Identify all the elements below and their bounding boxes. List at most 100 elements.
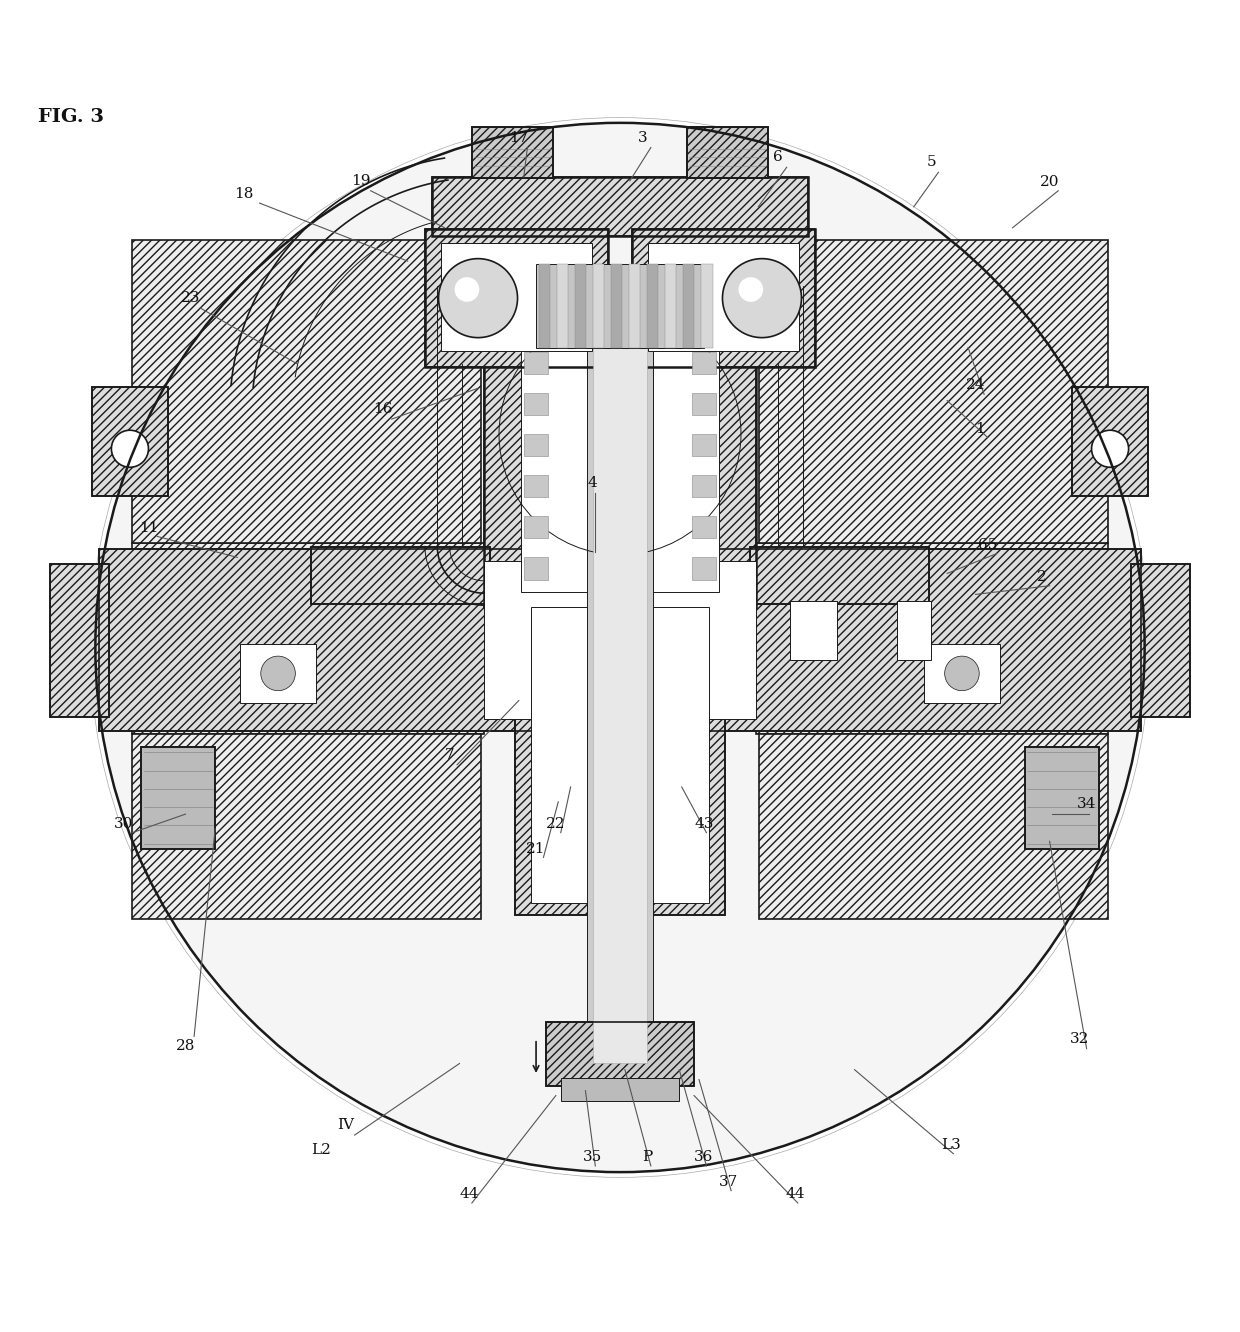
Bar (523, 476, 548, 497)
Bar (632, 229, 815, 368)
Text: L2: L2 (311, 1143, 331, 1158)
Bar (92, 388, 169, 496)
Text: 21: 21 (526, 842, 546, 855)
Bar (50, 563, 109, 717)
Text: 6: 6 (773, 151, 782, 164)
Text: 4: 4 (588, 477, 598, 490)
Bar (133, 734, 481, 919)
Text: L3: L3 (941, 1138, 961, 1152)
Bar (1025, 747, 1099, 848)
Bar (647, 264, 658, 348)
Text: P: P (642, 1151, 652, 1164)
Bar (759, 240, 1107, 542)
Text: 5: 5 (926, 156, 936, 169)
Bar (632, 229, 815, 368)
Text: 23: 23 (181, 292, 200, 305)
Text: 65: 65 (978, 538, 997, 551)
Text: 43: 43 (694, 817, 714, 831)
Bar (50, 563, 109, 717)
Bar (692, 476, 717, 497)
Text: 34: 34 (1076, 798, 1096, 811)
Bar (1131, 563, 1190, 717)
Circle shape (723, 258, 801, 337)
Circle shape (739, 277, 763, 302)
Bar (702, 264, 713, 348)
Bar (557, 264, 568, 348)
Bar (515, 594, 725, 915)
Bar (433, 177, 807, 236)
Bar (523, 352, 548, 374)
Bar (425, 229, 608, 368)
Text: 36: 36 (694, 1151, 714, 1164)
Bar (133, 240, 481, 542)
Bar (924, 643, 1001, 703)
Bar (99, 549, 1141, 731)
Bar (133, 542, 484, 734)
Text: IV: IV (337, 1118, 355, 1132)
Bar (687, 127, 768, 178)
Bar (523, 393, 548, 416)
Bar (484, 286, 756, 607)
Bar (92, 388, 169, 496)
Bar (692, 517, 717, 538)
Bar (239, 643, 316, 703)
Bar (523, 310, 548, 333)
Bar (1071, 388, 1148, 496)
Bar (472, 127, 553, 178)
Bar (897, 601, 931, 659)
Bar (311, 547, 490, 605)
Bar (531, 607, 709, 903)
Bar (574, 264, 585, 348)
Bar (311, 547, 490, 605)
Text: 18: 18 (234, 188, 253, 201)
Bar (683, 264, 694, 348)
Bar (546, 1022, 694, 1086)
Circle shape (945, 657, 980, 691)
Bar (538, 264, 549, 348)
Bar (629, 264, 640, 348)
Bar (536, 264, 704, 348)
Bar (515, 594, 725, 915)
Bar (593, 264, 604, 348)
Bar (666, 264, 676, 348)
Text: 7: 7 (445, 747, 454, 762)
Bar (546, 1022, 694, 1086)
Bar (692, 352, 717, 374)
Bar (759, 734, 1107, 919)
Text: 11: 11 (139, 521, 159, 534)
Bar (1071, 388, 1148, 496)
Bar (99, 549, 1141, 731)
Bar (425, 229, 608, 368)
Text: 44: 44 (786, 1187, 805, 1201)
Bar (750, 547, 929, 605)
Text: 20: 20 (1040, 174, 1059, 189)
Bar (441, 242, 591, 352)
Circle shape (260, 657, 295, 691)
Text: 24: 24 (966, 377, 986, 392)
Bar (692, 557, 717, 579)
Text: 37: 37 (719, 1175, 738, 1189)
Text: 17: 17 (510, 131, 528, 145)
Bar (611, 264, 622, 348)
Bar (523, 557, 548, 579)
Text: 2: 2 (1038, 570, 1047, 585)
Circle shape (112, 430, 149, 468)
Bar (692, 310, 717, 333)
Circle shape (439, 258, 517, 337)
Bar (593, 290, 647, 1063)
Text: 1: 1 (976, 422, 986, 436)
Bar (692, 393, 717, 416)
Bar (756, 542, 1107, 734)
Bar (1131, 563, 1190, 717)
Bar (141, 747, 215, 848)
Text: 16: 16 (373, 402, 393, 416)
Circle shape (455, 277, 480, 302)
Bar (523, 434, 548, 456)
Bar (1025, 747, 1099, 848)
Bar (141, 747, 215, 848)
Text: 22: 22 (546, 817, 565, 831)
Text: 19: 19 (351, 174, 371, 188)
Bar (692, 434, 717, 456)
Text: FIG. 3: FIG. 3 (37, 108, 104, 125)
Circle shape (1091, 430, 1128, 468)
